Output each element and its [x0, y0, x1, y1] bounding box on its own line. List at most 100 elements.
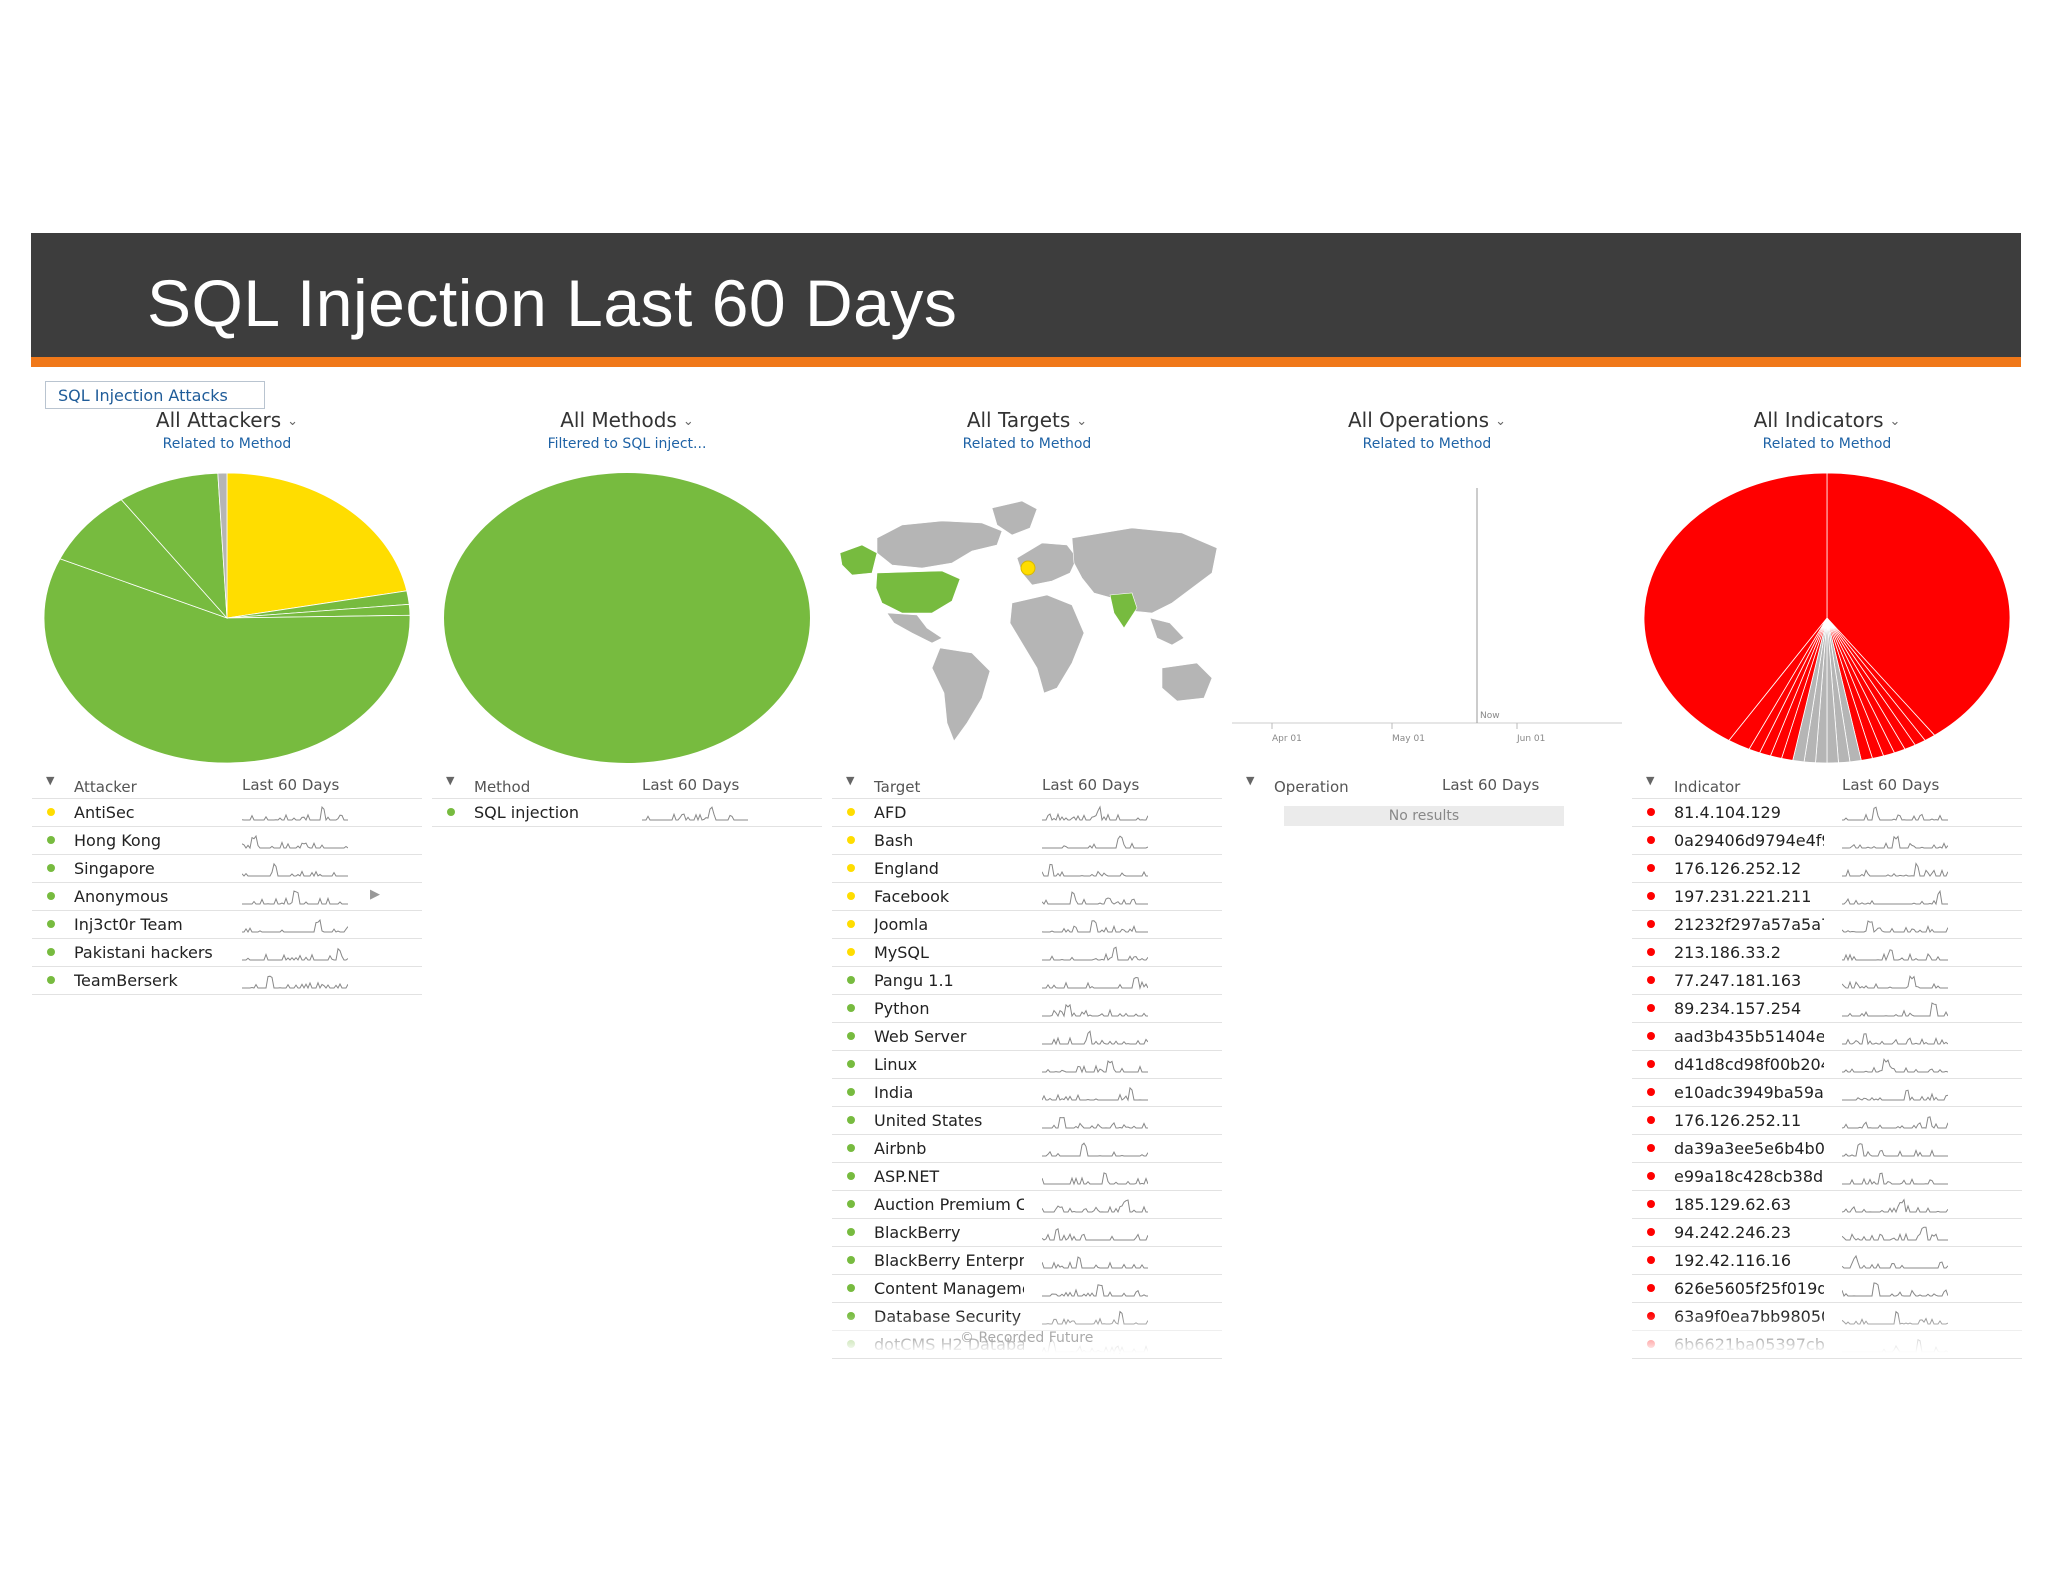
column-attacker[interactable]: Attacker: [74, 778, 137, 796]
sparkline: [642, 806, 748, 822]
list-row[interactable]: 197.231.221.211: [1632, 883, 2022, 911]
list-row[interactable]: da39a3ee5e6b4b0d: [1632, 1135, 2022, 1163]
play-icon[interactable]: ▶: [370, 887, 380, 902]
list-row[interactable]: 21232f297a57a5a74: [1632, 911, 2022, 939]
attackers-dropdown[interactable]: All Attackers ⌄: [155, 408, 299, 432]
list-row[interactable]: AntiSec: [32, 799, 422, 827]
status-dot-icon: [847, 1256, 855, 1264]
column-indicator[interactable]: Indicator: [1674, 778, 1741, 796]
row-label: TeamBerserk: [74, 971, 178, 990]
tab-sql-injection-attacks[interactable]: SQL Injection Attacks: [45, 381, 265, 409]
methods-dropdown[interactable]: All Methods ⌄: [560, 408, 694, 432]
column-last-60-days[interactable]: Last 60 Days: [1842, 776, 1940, 794]
list-row[interactable]: Inj3ct0r Team: [32, 911, 422, 939]
list-row[interactable]: 89.234.157.254: [1632, 995, 2022, 1023]
attackers-filter-link[interactable]: Related to Method: [162, 436, 292, 452]
list-row[interactable]: 0a29406d9794e4f9: [1632, 827, 2022, 855]
map-mexico: [886, 612, 943, 644]
targets-dropdown[interactable]: All Targets ⌄: [966, 408, 1088, 432]
sort-caret-icon[interactable]: ▼: [46, 774, 55, 787]
list-row[interactable]: 176.126.252.11: [1632, 1107, 2022, 1135]
list-row[interactable]: e10adc3949ba59ab: [1632, 1079, 2022, 1107]
row-label: Anonymous: [74, 887, 169, 906]
list-row[interactable]: Content Manageme: [832, 1275, 1222, 1303]
list-row[interactable]: 81.4.104.129: [1632, 799, 2022, 827]
status-dot-icon: [1647, 1116, 1655, 1124]
list-row[interactable]: United States: [832, 1107, 1222, 1135]
list-row[interactable]: BlackBerry: [832, 1219, 1222, 1247]
list-row[interactable]: 94.242.246.23: [1632, 1219, 2022, 1247]
targets-panel: All Targets ⌄ Related to Method ▼ Target …: [832, 408, 1222, 1359]
row-label: 176.126.252.12: [1674, 859, 1802, 878]
list-row[interactable]: TeamBerserk: [32, 967, 422, 995]
column-last-60-days[interactable]: Last 60 Days: [642, 776, 740, 794]
row-label: d41d8cd98f00b204: [1674, 1055, 1824, 1074]
list-row[interactable]: Anonymous ▶: [32, 883, 422, 911]
column-last-60-days[interactable]: Last 60 Days: [242, 776, 340, 794]
list-row[interactable]: 77.247.181.163: [1632, 967, 2022, 995]
column-method[interactable]: Method: [474, 778, 531, 796]
title-banner: SQL Injection Last 60 Days: [31, 233, 2021, 357]
map-alaska: [839, 544, 878, 576]
list-row[interactable]: Singapore: [32, 855, 422, 883]
targets-world-map[interactable]: [832, 473, 1222, 773]
sort-caret-icon[interactable]: ▼: [846, 774, 855, 787]
list-row[interactable]: aad3b435b51404ee: [1632, 1023, 2022, 1051]
sort-caret-icon[interactable]: ▼: [1246, 774, 1255, 787]
list-row[interactable]: Auction Premium C: [832, 1191, 1222, 1219]
list-row[interactable]: Web Server: [832, 1023, 1222, 1051]
list-row[interactable]: 185.129.62.63: [1632, 1191, 2022, 1219]
list-row[interactable]: 213.186.33.2: [1632, 939, 2022, 967]
list-row[interactable]: d41d8cd98f00b204: [1632, 1051, 2022, 1079]
list-row[interactable]: India: [832, 1079, 1222, 1107]
list-row[interactable]: Joomla: [832, 911, 1222, 939]
list-row[interactable]: Bash: [832, 827, 1222, 855]
list-row[interactable]: SQL injection: [432, 799, 822, 827]
list-row[interactable]: MySQL: [832, 939, 1222, 967]
list-row[interactable]: 176.126.252.12: [1632, 855, 2022, 883]
methods-filter-link[interactable]: Filtered to SQL inject...: [547, 436, 707, 452]
operations-dropdown[interactable]: All Operations ⌄: [1347, 408, 1506, 432]
sparkline: [1042, 1003, 1148, 1018]
list-row[interactable]: Pangu 1.1: [832, 967, 1222, 995]
column-last-60-days[interactable]: Last 60 Days: [1042, 776, 1140, 794]
attackers-pie-chart[interactable]: [32, 473, 422, 773]
chevron-down-icon: ⌄: [1076, 414, 1088, 429]
list-row[interactable]: Python: [832, 995, 1222, 1023]
sort-caret-icon[interactable]: ▼: [1646, 774, 1655, 787]
sparkline: [1042, 1060, 1148, 1074]
column-operation[interactable]: Operation: [1274, 778, 1349, 796]
methods-pie-chart[interactable]: [432, 473, 822, 773]
list-row[interactable]: ASP.NET: [832, 1163, 1222, 1191]
indicators-filter-link[interactable]: Related to Method: [1762, 436, 1892, 452]
map-asia: [1071, 527, 1218, 614]
slide-title: SQL Injection Last 60 Days: [147, 266, 958, 340]
row-label: Pakistani hackers: [74, 943, 213, 962]
pie-slice: [1826, 473, 2011, 736]
indicators-pie-chart[interactable]: [1632, 473, 2022, 773]
sparkline: [1042, 1227, 1148, 1242]
list-row[interactable]: England: [832, 855, 1222, 883]
list-row[interactable]: Linux: [832, 1051, 1222, 1079]
list-row[interactable]: AFD: [832, 799, 1222, 827]
list-row[interactable]: Pakistani hackers: [32, 939, 422, 967]
list-row[interactable]: 626e5605f25f019de: [1632, 1275, 2022, 1303]
list-row[interactable]: Facebook: [832, 883, 1222, 911]
row-label: 176.126.252.11: [1674, 1111, 1802, 1130]
list-row[interactable]: Hong Kong: [32, 827, 422, 855]
timeline-label-jun: Jun 01: [1516, 734, 1545, 744]
list-row[interactable]: BlackBerry Enterpri: [832, 1247, 1222, 1275]
sparkline: [1042, 863, 1148, 877]
column-last-60-days[interactable]: Last 60 Days: [1442, 776, 1540, 794]
list-row[interactable]: Airbnb: [832, 1135, 1222, 1163]
operations-filter-link[interactable]: Related to Method: [1362, 436, 1492, 452]
indicators-dropdown[interactable]: All Indicators ⌄: [1753, 408, 1901, 432]
targets-filter-link[interactable]: Related to Method: [962, 436, 1092, 452]
row-label: 0a29406d9794e4f9: [1674, 831, 1824, 850]
list-row[interactable]: 192.42.116.16: [1632, 1247, 2022, 1275]
row-label: Bash: [874, 831, 914, 850]
column-target[interactable]: Target: [874, 778, 921, 796]
list-row[interactable]: e99a18c428cb38d5: [1632, 1163, 2022, 1191]
sort-caret-icon[interactable]: ▼: [446, 774, 455, 787]
operations-timeline[interactable]: Now Apr 01 May 01 Jun 01: [1232, 473, 1622, 773]
